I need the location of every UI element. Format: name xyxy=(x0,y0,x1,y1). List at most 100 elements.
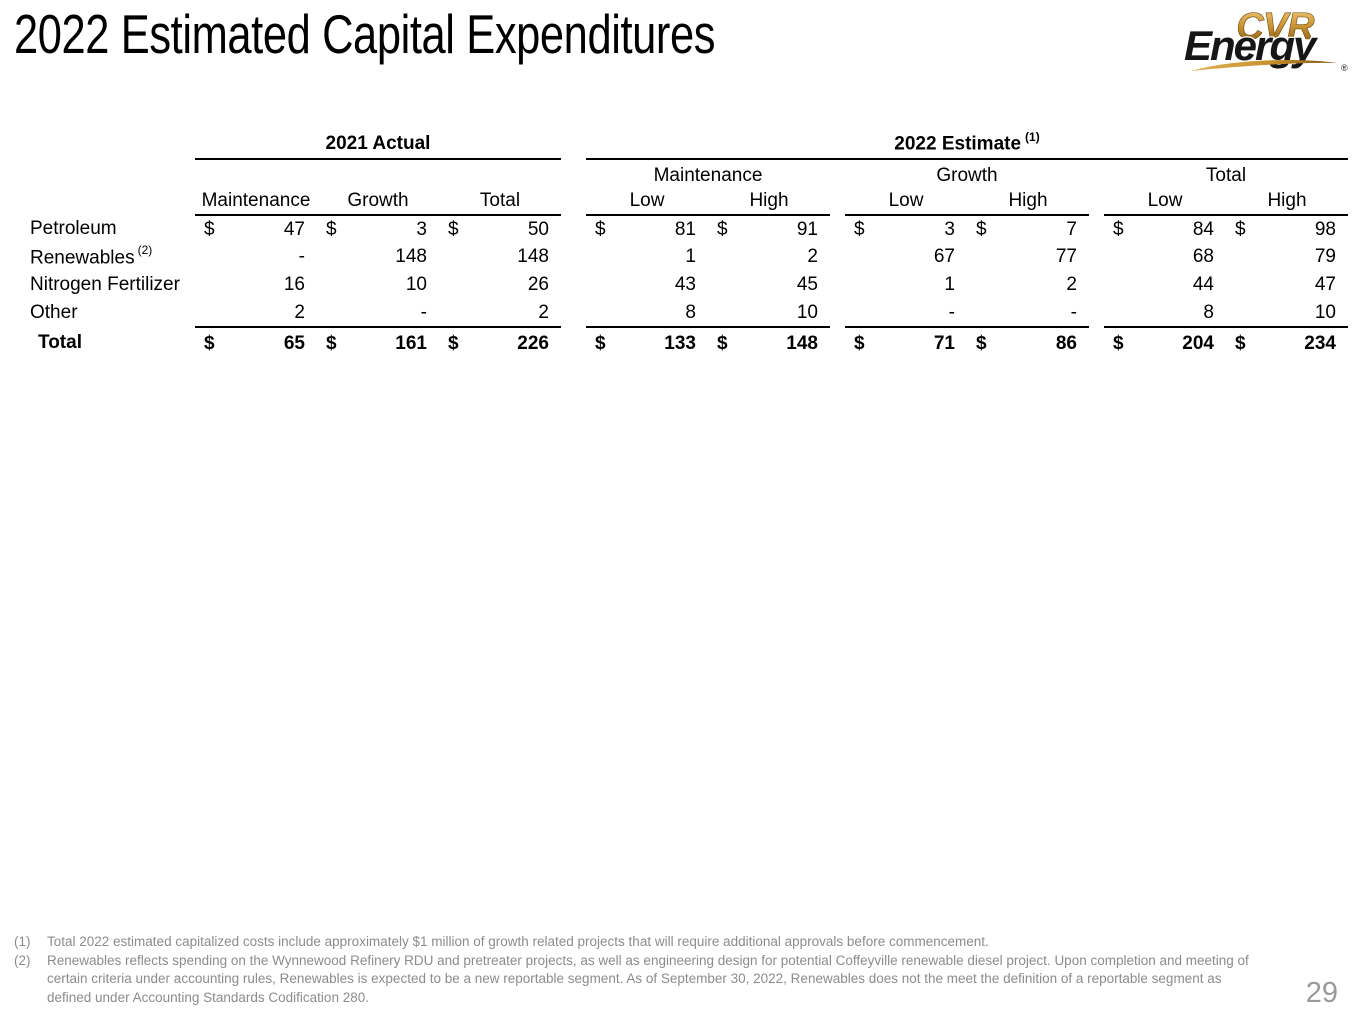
footnote-text: Renewables reflects spending on the Wynn… xyxy=(47,952,1249,1005)
footnote-1: (1) Total 2022 estimated capitalized cos… xyxy=(14,933,1264,952)
cell-value: 79 xyxy=(1314,246,1336,267)
value-cell: $50 xyxy=(439,215,561,243)
slide-title: 2022 Estimated Capital Expenditures xyxy=(14,3,716,65)
colhead-maint-low: Low xyxy=(586,188,708,216)
column-gap xyxy=(830,188,845,215)
dollar-sign: $ xyxy=(326,218,337,240)
group-header-row: 2021 Actual 2022 Estimate (1) xyxy=(30,129,1348,160)
cell-value: 7 xyxy=(1066,218,1077,240)
column-gap xyxy=(830,327,845,359)
value-cell: - xyxy=(967,299,1089,327)
cell-value: 16 xyxy=(283,274,305,295)
dollar-sign: $ xyxy=(204,218,215,240)
value-cell: 45 xyxy=(708,271,830,299)
cvr-energy-logo-graphic: CVR Energy ® xyxy=(1183,6,1348,73)
column-gap xyxy=(830,159,845,188)
value-cell: 67 xyxy=(845,243,967,271)
dollar-sign: $ xyxy=(448,218,459,240)
cell-value: 161 xyxy=(395,332,427,354)
column-gap xyxy=(830,215,845,243)
value-cell: 2 xyxy=(967,271,1089,299)
subgroup-total: Total xyxy=(1205,165,1247,186)
column-gap xyxy=(830,299,845,327)
cell-value: 26 xyxy=(527,274,549,295)
dollar-sign: $ xyxy=(1235,218,1246,240)
column-gap xyxy=(830,243,845,271)
value-cell: - xyxy=(195,243,317,271)
dollar-sign: $ xyxy=(448,332,459,354)
cell-value: - xyxy=(420,301,427,323)
capex-table: 2021 Actual 2022 Estimate (1) Maintenance… xyxy=(30,129,1348,359)
value-cell: 10 xyxy=(1226,299,1348,327)
table-row-total: Total $65 $161 $226 $133 $148 $71 $86 $204 $234 xyxy=(30,326,1348,359)
value-cell: $148 xyxy=(708,326,830,359)
dollar-sign: $ xyxy=(1235,332,1246,354)
subgroup-growth: Growth xyxy=(936,165,998,186)
logo-cvr-text: CVR xyxy=(1236,6,1315,48)
value-cell: 2 xyxy=(439,299,561,327)
dollar-sign: $ xyxy=(976,332,987,354)
cell-value: 98 xyxy=(1314,218,1336,240)
header-spacer xyxy=(30,129,195,159)
cell-value: 1 xyxy=(944,274,955,295)
dollar-sign: $ xyxy=(1113,218,1124,240)
cell-value: 84 xyxy=(1192,218,1214,240)
cell-value: 10 xyxy=(796,301,818,323)
row-label: Other xyxy=(30,302,78,323)
cell-value: 3 xyxy=(416,218,427,240)
column-gap xyxy=(561,243,586,271)
value-cell: $204 xyxy=(1104,326,1226,359)
cell-value: 44 xyxy=(1192,274,1214,295)
group-2021-label: 2021 Actual xyxy=(325,133,431,154)
dollar-sign: $ xyxy=(717,218,728,240)
column-gap xyxy=(561,188,586,215)
value-cell: 26 xyxy=(439,271,561,299)
value-cell: 79 xyxy=(1226,243,1348,271)
cell-value: 65 xyxy=(283,332,305,354)
table-row: Petroleum $47 $3 $50 $81 $91 $3 $7 $84 $98 xyxy=(30,215,1348,243)
column-gap xyxy=(561,215,586,243)
subgroup-maintenance: Maintenance xyxy=(653,165,763,186)
cell-value: 3 xyxy=(944,218,955,240)
subgroup-header-row: Maintenance Growth Total xyxy=(30,159,1348,188)
value-cell: $161 xyxy=(317,326,439,359)
value-cell: $226 xyxy=(439,326,561,359)
value-cell: $86 xyxy=(967,326,1089,359)
cell-value: 2 xyxy=(1066,274,1077,295)
value-cell: 47 xyxy=(1226,271,1348,299)
value-cell: 16 xyxy=(195,271,317,299)
value-cell: 2 xyxy=(195,299,317,327)
value-cell: 68 xyxy=(1104,243,1226,271)
header-spacer xyxy=(195,159,561,188)
value-cell: 10 xyxy=(317,271,439,299)
cell-value: 77 xyxy=(1055,246,1077,267)
colhead-2021-maintenance: Maintenance xyxy=(195,188,317,216)
colhead-maint-high: High xyxy=(708,188,830,216)
value-cell: $3 xyxy=(317,215,439,243)
column-gap xyxy=(561,159,586,188)
cell-value: 47 xyxy=(283,218,305,240)
column-gap xyxy=(1089,188,1104,215)
value-cell: 43 xyxy=(586,271,708,299)
value-cell: $65 xyxy=(195,326,317,359)
column-gap xyxy=(1089,243,1104,271)
cell-value: 148 xyxy=(786,332,818,354)
group-header-2021-actual: 2021 Actual xyxy=(195,129,561,160)
group-2022-label: 2022 Estimate xyxy=(894,133,1022,154)
logo-registered-mark: ® xyxy=(1341,63,1348,73)
cell-value: 133 xyxy=(664,332,696,354)
dollar-sign: $ xyxy=(854,218,865,240)
value-cell: - xyxy=(845,299,967,327)
value-cell: 1 xyxy=(586,243,708,271)
value-cell: $234 xyxy=(1226,326,1348,359)
footnote-number: (1) xyxy=(14,934,31,949)
table-row: Renewables (2) - 148 148 1 2 67 77 68 79 xyxy=(30,243,1348,271)
capex-table-body: Petroleum $47 $3 $50 $81 $91 $3 $7 $84 $98 Renewab… xyxy=(30,215,1348,359)
colhead-total-low: Low xyxy=(1104,188,1226,216)
cell-value: 45 xyxy=(796,274,818,295)
value-cell: 8 xyxy=(586,299,708,327)
value-cell: $47 xyxy=(195,215,317,243)
value-cell: $71 xyxy=(845,326,967,359)
cell-value: 86 xyxy=(1055,332,1077,354)
dollar-sign: $ xyxy=(976,218,987,240)
